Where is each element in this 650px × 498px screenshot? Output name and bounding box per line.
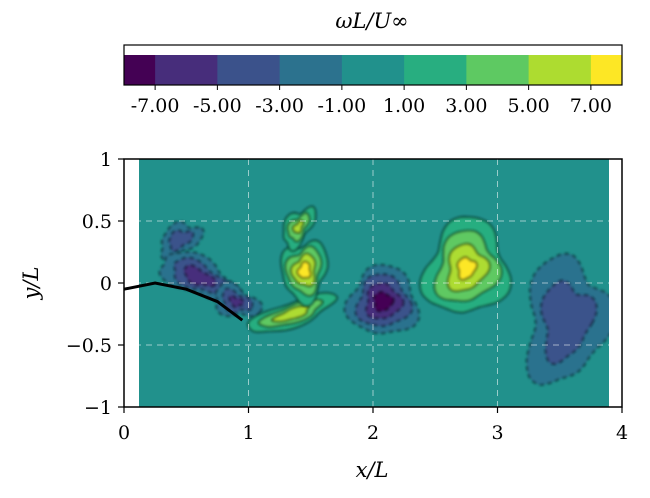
y-tick-label: −1 [84, 397, 112, 419]
contour-level [540, 279, 598, 365]
y-axis-label: y/L [19, 267, 43, 301]
colorbar-band [590, 55, 623, 85]
colorbar-tick-label: -5.00 [193, 95, 242, 117]
y-tick-label: −0.5 [66, 335, 112, 357]
colorbar-tick-label: -1.00 [318, 95, 367, 117]
axis-ticks: 0 1 2 3 4 1 0.5 0 −0.5 −1 [66, 149, 628, 444]
colorbar-tick-label: 7.00 [570, 95, 612, 117]
colorbar-tick-label: 5.00 [507, 95, 549, 117]
x-tick-label: 2 [367, 422, 379, 444]
contour-level [456, 256, 478, 281]
colorbar-band [341, 55, 405, 85]
vortex-structure [282, 205, 317, 252]
contour-level [373, 291, 395, 312]
colorbar-tick-label: -3.00 [255, 95, 304, 117]
colorbar-frame [123, 44, 623, 86]
colorbar-band [124, 55, 156, 85]
contour-level [271, 305, 310, 323]
y-tick-label: 1 [100, 149, 112, 171]
colorbar-tick-labels: -7.00 -5.00 -3.00 -1.00 1.00 3.00 5.00 7.00 [131, 85, 612, 117]
contour-level [168, 229, 194, 253]
vortex-structure [343, 264, 420, 334]
colorbar-tick-label: 3.00 [445, 95, 487, 117]
y-tick-label: 0.5 [82, 211, 112, 233]
colorbar-band [217, 55, 281, 85]
colorbar-band [466, 55, 530, 85]
contour-level [292, 219, 305, 234]
colorbar-tick-label: 1.00 [383, 95, 425, 117]
colorbar-band [528, 55, 592, 85]
colorbar-band [404, 55, 467, 85]
colorbar-band [155, 55, 218, 85]
vortex-structure [160, 221, 205, 261]
colorbar-band [279, 55, 343, 85]
x-axis-label: x/L [356, 458, 389, 482]
contour-level [296, 261, 312, 279]
vortex-structure [526, 253, 609, 386]
colorbar-label: ωL/U∞ [335, 9, 408, 33]
vortex-structure [419, 216, 512, 314]
x-tick-label: 0 [118, 422, 130, 444]
x-tick-label: 1 [242, 422, 254, 444]
colorbar-tick-label: -7.00 [131, 95, 180, 117]
contour-level [183, 264, 217, 287]
x-tick-label: 4 [616, 422, 628, 444]
contour-level [228, 295, 245, 308]
grid-lines [124, 159, 622, 407]
colorbar [123, 44, 623, 86]
colorbar-top-strip [124, 45, 622, 55]
body-profile [123, 281, 244, 322]
x-tick-label: 3 [491, 422, 503, 444]
plot-area: 0 1 2 3 4 1 0.5 0 −0.5 −1 [66, 149, 628, 444]
y-tick-label: 0 [100, 273, 112, 295]
